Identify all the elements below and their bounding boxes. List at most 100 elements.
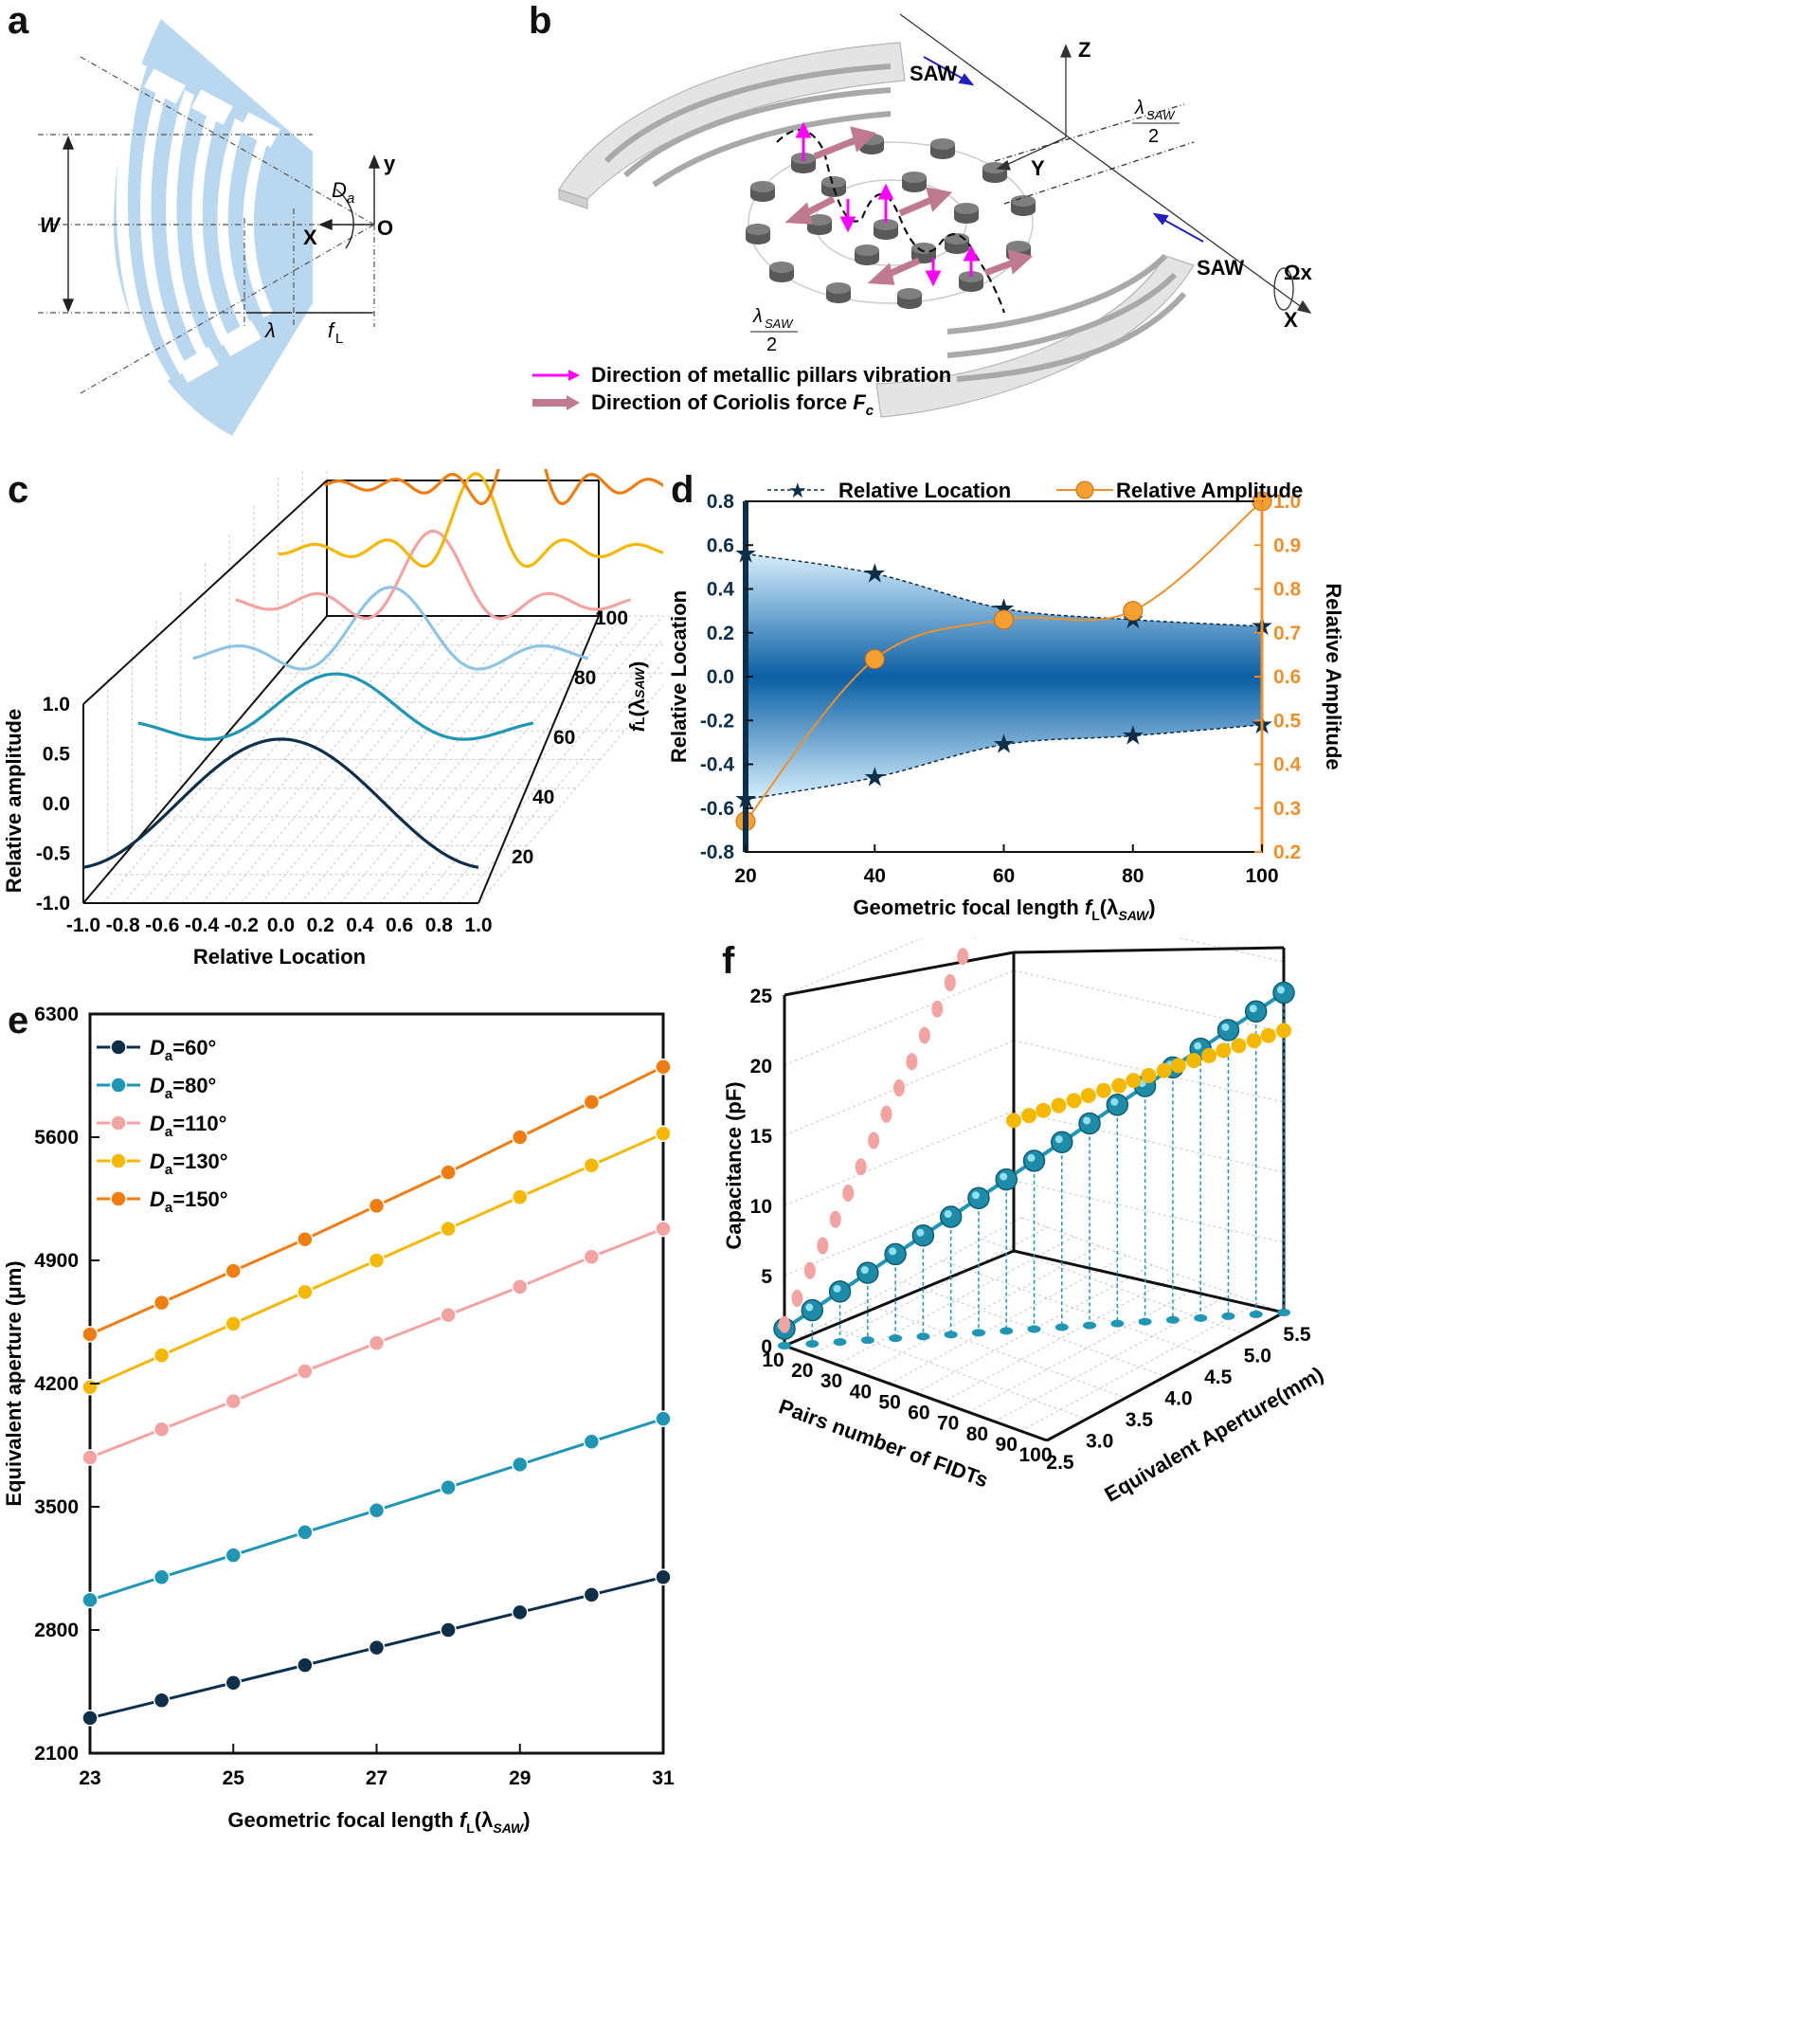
f-teal-point-highlight: [916, 1228, 925, 1237]
e-legend-label: Da=80°: [150, 1074, 216, 1102]
d-y-tick: -0.8: [700, 842, 735, 863]
f-floor-projection: [1054, 1323, 1069, 1331]
e-legend-label: Da=150°: [150, 1187, 228, 1216]
c-x-tick: -0.8: [106, 914, 141, 936]
f-teal-point-highlight: [889, 1247, 897, 1256]
d-location-star: ★: [863, 558, 887, 588]
e-legend-label: Da=60°: [150, 1036, 216, 1064]
f-pink-point: [817, 1237, 829, 1255]
c-x-tick: 1.0: [464, 914, 492, 936]
f-pink-point: [791, 1290, 803, 1308]
d-location-upper-line: [745, 552, 1263, 627]
d-x-tick: 40: [864, 865, 886, 887]
pillar-ring-outer: [748, 141, 1034, 304]
d-x-axis-title: Geometric focal length fL(λSAW): [853, 896, 1155, 923]
e-data-point: [297, 1230, 314, 1248]
e-data-point: [225, 1392, 242, 1410]
e-data-point: [368, 1334, 386, 1352]
f-floor-projection: [833, 1338, 847, 1347]
d-legend-star-icon: ★: [788, 479, 807, 502]
legend-coriolis: Direction of Coriolis force Fc: [591, 390, 874, 419]
e-x-axis-title: Geometric focal length fL(λSAW): [227, 1808, 530, 1836]
f-yellow-point: [1156, 1062, 1172, 1078]
e-data-point: [81, 1378, 99, 1396]
panel-a-schematic: W y X O D a λ f L: [38, 19, 396, 436]
e-legend-marker: [110, 1114, 127, 1132]
f-teal-point: [911, 1223, 935, 1247]
f-z-tick: 5: [761, 1266, 772, 1288]
y-axis-label: y: [384, 152, 396, 175]
e-data-point: [225, 1674, 242, 1692]
e-data-point: [153, 1421, 171, 1439]
c-x-tick: 0.2: [307, 914, 334, 936]
d-legend-dot-icon: [1075, 480, 1094, 499]
f-y-tick: 3.5: [1126, 1409, 1154, 1431]
e-data-point: [297, 1524, 314, 1541]
c-y-tick: -1.0: [36, 893, 70, 914]
c-x-tick: 0.8: [425, 914, 454, 936]
f-pink-point: [957, 948, 969, 966]
f-yellow-point: [1006, 1113, 1021, 1129]
c-x-tick: -0.2: [225, 914, 259, 936]
f-floor-projection: [1194, 1313, 1208, 1322]
e-legend-label: Da=130°: [150, 1150, 228, 1178]
focal-length-label: f: [328, 318, 336, 342]
d-ticks: 20 40 60 80 100 -0.8 -0.6 -0.4 -0.2 0.0 0.2 0.4 0.6 0…: [700, 491, 1302, 887]
c-y-tick: 0.5: [43, 744, 71, 766]
f-teal-point: [1051, 1131, 1073, 1153]
d-y-tick: -0.6: [700, 798, 734, 820]
f-yellow-point: [1170, 1058, 1186, 1074]
f-yellow-point: [1216, 1042, 1232, 1059]
f-pink-point: [944, 973, 956, 991]
c-x-tick: 0.6: [386, 914, 413, 936]
wavelength-label: λ: [264, 318, 276, 342]
f-pink-point: [906, 1053, 918, 1071]
f-pink-point: [868, 1132, 880, 1150]
f-floor-projection: [1277, 1309, 1290, 1316]
e-data-point: [583, 1433, 601, 1451]
c-x-ticks: -1.0 -0.8 -0.6 -0.4 -0.2 0.0 0.2 0.4 0.6 0.8 1.0: [66, 914, 493, 936]
e-data-point: [297, 1657, 314, 1674]
d-y-tick: -0.2: [700, 710, 734, 732]
d-y-tick: 0.0: [707, 666, 734, 688]
lower-fidt: [875, 253, 1195, 418]
f-teal-point-highlight: [833, 1284, 841, 1293]
d-y2-tick: 0.4: [1273, 754, 1302, 776]
d-legend: ★ Relative Location Relative Amplitude: [767, 479, 1303, 502]
d-location-star: ★: [863, 762, 887, 791]
e-data-point: [512, 1278, 529, 1295]
d-y-tick: 0.8: [707, 491, 735, 513]
e-series-group: [81, 1058, 672, 1727]
e-legend-marker: [110, 1190, 127, 1207]
c-x-tick: 0.4: [346, 914, 374, 936]
metallic-pillar: [855, 244, 879, 265]
width-label: W: [40, 213, 62, 237]
f-z-tick: 25: [750, 986, 773, 1007]
c-z-tick: 20: [512, 846, 533, 868]
f-floor-projection: [1165, 1315, 1180, 1324]
c-x-tick: 0.0: [267, 914, 295, 936]
e-data-point: [440, 1220, 457, 1238]
metallic-pillar: [821, 176, 846, 197]
f-yellow-point: [1021, 1108, 1037, 1124]
panel-label-b: b: [529, 0, 552, 42]
f-yellow-point: [1186, 1053, 1201, 1069]
f-floor-projection: [860, 1336, 874, 1345]
f-y-tick: 5.0: [1244, 1346, 1271, 1367]
e-y-tick: 4200: [34, 1373, 79, 1395]
f-teal-point: [1272, 981, 1295, 1005]
f-pink-point: [893, 1079, 905, 1096]
f-pink-point: [779, 1315, 790, 1333]
c-z-tick: 100: [595, 607, 628, 629]
f-y-tick: 4.0: [1164, 1388, 1192, 1410]
vibration-arrows: [795, 121, 980, 287]
dimension-arrows: [62, 136, 381, 314]
f-z-tick: 20: [750, 1056, 772, 1077]
f-teal-point: [1244, 1000, 1268, 1023]
c-series-line: [137, 672, 534, 741]
panel-label-f: f: [722, 940, 735, 982]
e-x-tick: 27: [366, 1767, 387, 1789]
f-floor-projection: [805, 1340, 820, 1349]
d-y2-tick: 0.7: [1273, 623, 1301, 644]
